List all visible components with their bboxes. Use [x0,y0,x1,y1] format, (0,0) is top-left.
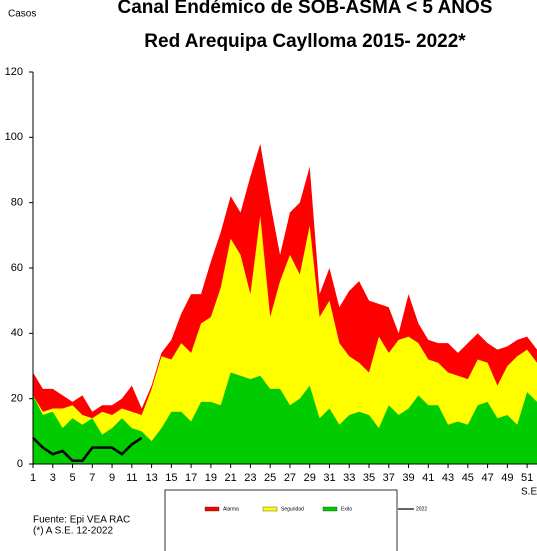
x-tick-label: 27 [284,472,296,484]
note: (*) A S.E. 12-2022 [33,526,113,537]
legend-label: Exito [341,506,352,512]
x-tick-label: 35 [363,472,375,484]
legend-swatch [322,506,338,512]
x-tick-label: 13 [145,472,157,484]
x-tick-label: 9 [109,472,115,484]
x-tick-label: 51 [521,472,533,484]
y-tick-label: 20 [11,393,23,405]
x-tick-label: 15 [165,472,177,484]
x-tick-label: 11 [126,472,137,484]
area [33,215,537,464]
legend-swatch [262,506,278,512]
x-tick-label: 39 [402,472,414,484]
x-tick-label: 37 [383,472,395,484]
y-tick-label: 120 [5,66,23,78]
x-tick-label: 43 [442,472,454,484]
legend-label: Alarma [223,506,239,512]
line-2022 [32,436,143,462]
x-tick-label: 7 [89,472,95,484]
x-tick-label: 1 [30,472,36,484]
x-tick-label: 3 [50,472,56,484]
legend-box [164,489,398,551]
y-tick-label: 0 [17,458,23,470]
x-tick-label: 31 [323,472,335,484]
source: Fuente: Epi VEA RAC [33,515,130,526]
legend-label: Seguridad [281,506,304,512]
y-axis-label: Casos [8,9,36,20]
y-tick-label: 100 [5,131,23,143]
legend-label: 2022 [416,506,427,512]
x-tick-label: 49 [501,472,513,484]
x-tick-label: 5 [69,472,75,484]
y-tick-label: 60 [11,262,23,274]
chart-title: Canal Endémico de SOB-ASMA < 5 AÑOS [118,0,493,18]
chart-subtitle: Red Arequipa Caylloma 2015- 2022* [144,31,466,52]
x-tick-label: 47 [481,472,493,484]
x-tick-label: 21 [225,472,237,484]
x-tick-label: 25 [264,472,276,484]
area [33,372,537,464]
y-tick-label: 80 [11,197,23,209]
y-tick-label: 40 [11,327,23,339]
x-tick-label: 41 [422,472,434,484]
legend-swatch [204,506,220,512]
x-axis-label: S.E. [521,487,537,498]
x-tick-label: 33 [343,472,355,484]
x-tick-label: 23 [244,472,256,484]
x-tick-label: 29 [304,472,316,484]
x-tick-label: 17 [185,472,197,484]
x-tick-label: 45 [462,472,474,484]
x-tick-label: 19 [205,472,217,484]
